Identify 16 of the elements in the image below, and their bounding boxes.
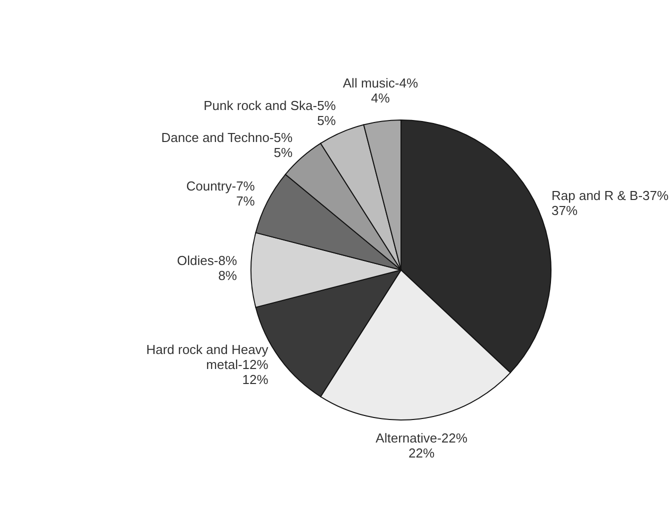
slice-label: Country-7% — [186, 178, 256, 194]
slice-label: Alternative-22% — [376, 430, 468, 446]
data-label: 7% — [236, 194, 256, 209]
slice-label: Oldies-8% — [177, 253, 238, 268]
data-label: 12% — [242, 372, 269, 387]
slice-label: Punk rock and Ska-5% — [204, 98, 336, 113]
data-label: 37% — [552, 202, 578, 218]
data-label: 4% — [371, 90, 390, 106]
data-label: 8% — [218, 268, 238, 283]
slice-label: Rap and R & B-37% — [552, 188, 670, 203]
data-label: 5% — [274, 144, 293, 160]
data-label: 22% — [408, 446, 435, 461]
slice-label: Dance and Techno-5% — [161, 130, 293, 145]
data-label: 5% — [317, 112, 336, 128]
slice-label: Hard rock and Heavy metal-12% — [146, 342, 269, 372]
slice-label: All music-4% — [342, 75, 418, 90]
